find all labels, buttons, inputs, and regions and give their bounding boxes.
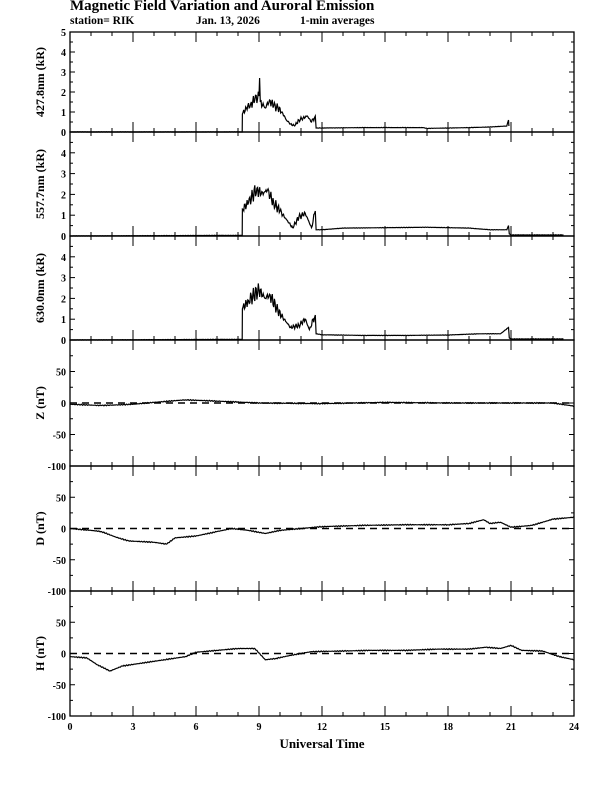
panel-frame: [69, 31, 575, 133]
y-tick-label: 0: [61, 399, 66, 410]
panel-d: -100 -50 0 50 D (nT): [33, 465, 575, 598]
panel-h: -100 -50 0 50 H (nT): [33, 590, 575, 723]
y-tick-label: 0: [61, 232, 66, 243]
y-axis-label: 557.7nm (kR): [33, 149, 47, 219]
y-tick-label: 0: [61, 650, 66, 661]
y-tick-label: -100: [48, 462, 66, 473]
y-tick-label: 1: [61, 315, 66, 326]
y-tick-label: 1: [61, 108, 66, 119]
y-tick-label: 2: [61, 88, 66, 99]
x-tick-label: 15: [380, 722, 390, 733]
y-tick-label: 4: [61, 253, 66, 264]
x-tick-label: 12: [317, 722, 327, 733]
y-tick-label: 4: [61, 48, 66, 59]
y-tick-label: 50: [56, 618, 66, 629]
y-tick-label: -50: [53, 681, 66, 692]
y-axis-label: H (nT): [33, 636, 47, 671]
panel-frame: [69, 131, 575, 237]
y-tick-label: -100: [48, 587, 66, 598]
station-label: station= RIK: [70, 15, 134, 27]
series-line-557-7nm: [70, 185, 564, 237]
x-tick-label: 6: [194, 722, 199, 733]
series-line-h: [69, 644, 575, 672]
y-axis-label: D (nT): [33, 511, 47, 545]
series-line-d: [69, 516, 575, 545]
chart-title: Magnetic Field Variation and Auroral Emi…: [70, 0, 375, 14]
x-tick-label: 0: [68, 722, 73, 733]
x-axis-label: Universal Time: [279, 736, 364, 751]
y-tick-label: 5: [61, 28, 66, 39]
y-tick-label: 1: [61, 211, 66, 222]
y-tick-label: -50: [53, 431, 66, 442]
panel-frame: [69, 235, 575, 341]
y-tick-label: 0: [61, 128, 66, 139]
x-tick-label: 24: [569, 722, 579, 733]
x-tick-label: 3: [131, 722, 136, 733]
y-tick-label: 2: [61, 190, 66, 201]
series-line-z: [70, 398, 575, 408]
y-tick-label: 50: [56, 493, 66, 504]
x-tick-label: 9: [257, 722, 262, 733]
series-line-427-8nm: [70, 77, 510, 133]
y-tick-label: -100: [48, 712, 66, 723]
date-label: Jan. 13, 2026: [196, 15, 260, 27]
panel-557-7nm: 0 1 2 3 4 557.7nm (kR): [33, 131, 575, 243]
y-tick-label: 50: [56, 368, 66, 379]
y-tick-label: -50: [53, 556, 66, 567]
y-tick-label: 0: [61, 336, 66, 347]
x-tick-label: 21: [506, 722, 516, 733]
averaging-label: 1-min averages: [300, 15, 375, 27]
y-axis-label: 630.0nm (kR): [33, 253, 47, 323]
y-tick-label: 2: [61, 294, 66, 305]
y-tick-label: 4: [61, 149, 66, 160]
y-tick-label: 3: [61, 274, 66, 285]
y-axis-label: 427.8nm (kR): [33, 47, 47, 117]
y-tick-label: 0: [61, 525, 66, 536]
panel-630-0nm: 0 1 2 3 4 630.0nm (kR): [33, 235, 575, 347]
panel-427-8nm: 0 1 2 3 4 5 427.8nm (kR): [33, 28, 575, 139]
y-tick-label: 3: [61, 68, 66, 79]
x-tick-label: 18: [443, 722, 453, 733]
panel-z: -100 -50 0 50 Z (nT): [33, 339, 575, 473]
series-line-630-0nm: [70, 283, 564, 341]
y-axis-label: Z (nT): [33, 386, 47, 420]
y-tick-label: 3: [61, 170, 66, 181]
